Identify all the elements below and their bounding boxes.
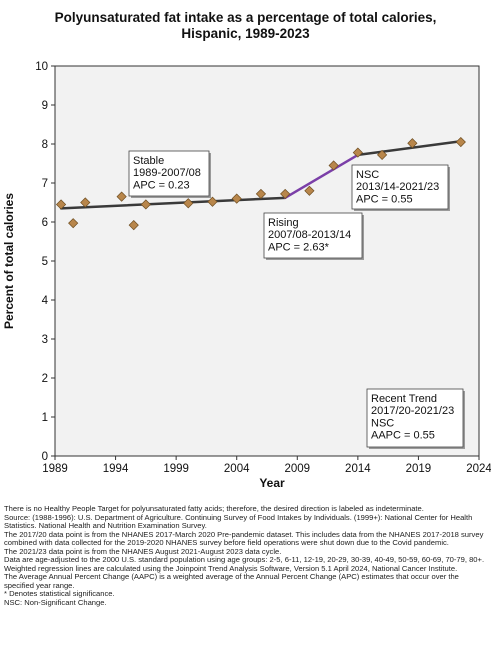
footnote-line: * Denotes statistical significance.	[4, 589, 115, 598]
annotation-box-rising	[263, 212, 363, 259]
footnote-line: The Average Annual Percent Change (AAPC)…	[4, 572, 459, 590]
annotation-text-recent: NSC	[371, 417, 394, 429]
y-tick-label: 8	[42, 139, 48, 151]
footnote-line: Source: (1988-1996): U.S. Department of …	[4, 512, 473, 530]
data-point	[255, 188, 267, 200]
annotation-text-nsc: NSC	[356, 169, 379, 181]
trend-segment-1	[59, 196, 287, 210]
x-tick-label: 1994	[103, 463, 129, 475]
data-point	[231, 193, 242, 204]
data-point	[352, 147, 363, 158]
line-chart: 0 1 2 3 4 5 6 7 8 9 10 1989 1994 1999 2004 2009 2014 2019…	[2, 61, 491, 490]
data-point	[376, 149, 388, 161]
annotation-text-stable: 1989-2007/08	[133, 167, 201, 179]
data-point	[80, 197, 91, 208]
data-point	[328, 160, 339, 171]
x-tick-label: 2004	[224, 463, 250, 475]
annotation-text-stable: APC = 0.23	[133, 179, 190, 191]
data-point	[116, 191, 127, 202]
x-tick-label: 2024	[466, 463, 491, 475]
x-tick-label: 2019	[406, 463, 432, 475]
data-point	[68, 218, 79, 229]
y-tick-label: 7	[42, 178, 48, 190]
data-point	[455, 136, 466, 148]
y-tick-label: 2	[42, 373, 48, 385]
annotation-box-recent	[366, 388, 464, 448]
data-point	[207, 196, 218, 207]
y-tick-label: 3	[42, 334, 48, 346]
annotation-box-stable	[128, 150, 210, 197]
y-tick-label: 4	[42, 295, 49, 307]
annotation-text-rising: APC = 2.63*	[268, 241, 330, 253]
data-point	[183, 198, 194, 209]
y-axis-label: Percent of total calories	[2, 193, 16, 329]
chart-title: Polyunsaturated fat intake as a percenta…	[54, 10, 437, 25]
annotation-box-nsc	[351, 164, 449, 210]
annotation-text-recent: 2017/20-2021/23	[371, 405, 454, 417]
chart-title-block: Polyunsaturated fat intake as a percenta…	[0, 10, 491, 42]
x-axis-label: Year	[259, 476, 285, 490]
trend-segment-3	[356, 140, 463, 157]
y-tick-label: 0	[42, 451, 48, 463]
footnote-line: Weighted regression lines are calculated…	[4, 563, 458, 573]
data-point	[280, 188, 291, 200]
annotation-text-rising: 2007/08-2013/14	[268, 229, 351, 241]
x-tick-label: 2009	[284, 463, 310, 475]
chart-subtitle: Hispanic, 1989-2023	[181, 26, 310, 41]
trend-segment-2	[283, 153, 360, 200]
x-tick-label: 1999	[163, 463, 189, 475]
annotation-text-recent: AAPC = 0.55	[371, 430, 435, 442]
y-tick-label: 9	[42, 100, 48, 112]
annotation-text-nsc: APC = 0.55	[356, 193, 413, 205]
data-point	[128, 220, 139, 231]
footnote-line: There is no Healthy People Target for po…	[4, 504, 424, 513]
footnote-line: The 2021/23 data point is from the NHANE…	[4, 546, 282, 556]
data-point	[140, 199, 151, 210]
annotation-text-rising: Rising	[268, 217, 299, 229]
y-tick-label: 1	[42, 412, 48, 424]
annotation-text-stable: Stable	[133, 155, 164, 167]
x-tick-label: 2014	[345, 463, 371, 475]
data-point	[55, 199, 67, 210]
y-tick-label: 10	[35, 61, 48, 73]
annotation-text-recent: Recent Trend	[371, 393, 437, 405]
y-tick-label: 5	[42, 256, 48, 268]
data-point	[304, 185, 315, 196]
y-tick-label: 6	[42, 217, 48, 229]
footnote-line: Data are age-adjusted to the 2000 U.S. s…	[4, 555, 485, 564]
footnotes: There is no Healthy People Target for po…	[4, 504, 488, 607]
data-point	[407, 138, 418, 149]
footnote-line: The 2017/20 data point is from the NHANE…	[4, 529, 484, 547]
x-tick-label: 1989	[42, 463, 68, 475]
footnote-line: NSC: Non-Significant Change.	[4, 597, 107, 607]
annotation-text-nsc: 2013/14-2021/23	[356, 181, 439, 193]
